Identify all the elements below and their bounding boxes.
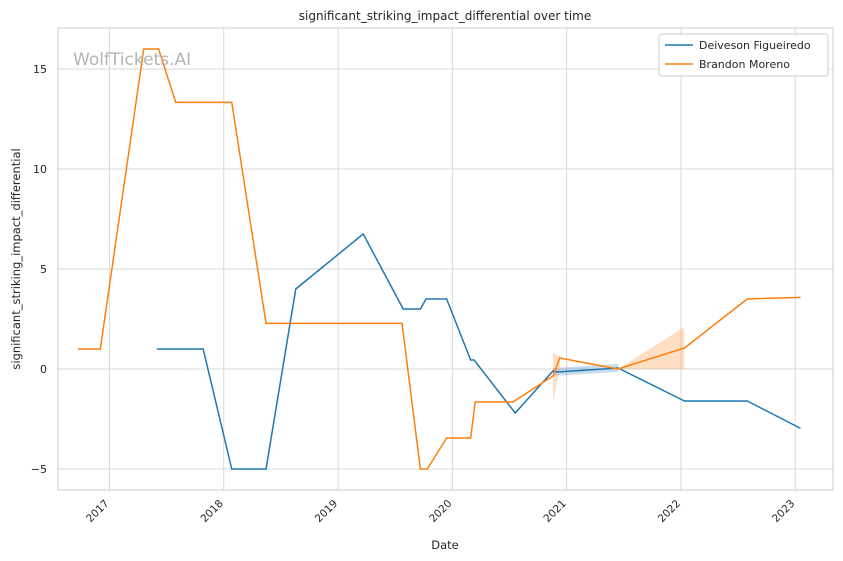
grid	[58, 28, 833, 490]
line-segment	[617, 367, 686, 402]
line-segment	[295, 233, 364, 290]
line-segment	[512, 375, 554, 403]
confidence-band	[552, 353, 560, 401]
line-segment	[746, 400, 801, 429]
line-segment	[514, 370, 554, 414]
line-segment	[419, 298, 427, 310]
series-group	[77, 48, 801, 470]
y-tick-label: 15	[33, 63, 47, 76]
line-segment	[426, 437, 448, 470]
legend-label: Deiveson Figueiredo	[699, 39, 811, 52]
x-axis-label: Date	[431, 538, 459, 552]
series-group	[156, 233, 801, 470]
line-segment	[746, 296, 801, 300]
y-tick-label: 0	[40, 363, 47, 376]
legend-label: Brandon Moreno	[699, 58, 790, 71]
line-segment	[556, 367, 619, 373]
line-segment	[265, 288, 297, 470]
line-segment	[202, 348, 233, 470]
line-segment	[552, 357, 561, 377]
line-segment	[683, 298, 749, 349]
line-segment	[230, 101, 267, 325]
series-lines	[77, 48, 801, 470]
y-axis-label: significant_striking_impact_differential	[9, 148, 23, 369]
line-segment	[617, 347, 686, 370]
line-segment	[157, 48, 177, 104]
line-segment	[401, 322, 422, 470]
watermark: WolfTickets.AI	[73, 50, 191, 70]
y-tick-label: 10	[33, 163, 47, 176]
y-tick-labels: −5 0 5 10 15	[31, 63, 47, 476]
legend: Deiveson Figueiredo Brandon Moreno	[658, 33, 829, 77]
line-segment	[469, 401, 476, 439]
chart-title: significant_striking_impact_differential…	[299, 9, 591, 23]
line-segment	[99, 48, 145, 350]
confidence-band	[618, 327, 685, 369]
line-segment	[362, 233, 404, 310]
line-segment	[445, 298, 472, 361]
legend-box	[658, 33, 829, 77]
y-tick-label: −5	[31, 463, 47, 476]
line-segment	[559, 357, 619, 370]
y-tick-label: 5	[40, 263, 47, 276]
line-segment	[473, 359, 516, 414]
plot-frame	[57, 27, 834, 491]
